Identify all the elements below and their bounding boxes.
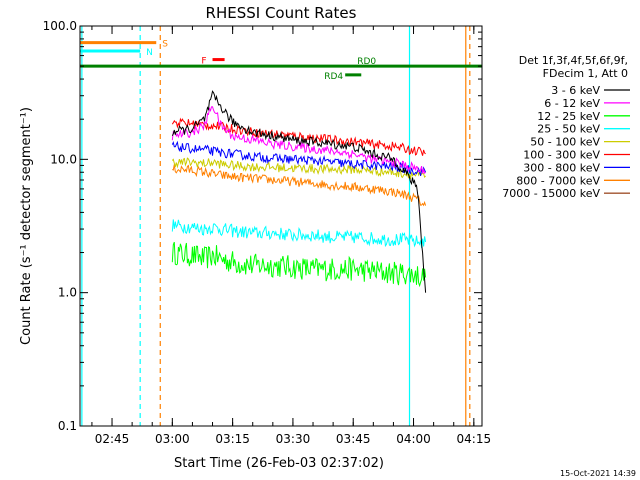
- vertical-markers: [81, 26, 471, 426]
- footer-timestamp: 15-Oct-2021 14:39: [560, 469, 636, 478]
- y-tick-label-2: 10.0: [50, 152, 77, 166]
- x-axis-label: Start Time (26-Feb-03 02:37:02): [174, 456, 384, 471]
- annotation-label-3: RD0: [357, 57, 376, 67]
- legend-label-0: 3 - 6 keV: [551, 84, 600, 97]
- annotation-label-2: F: [201, 57, 206, 67]
- series-line-1: [171, 106, 426, 175]
- y-axis-label: Count Rate (s⁻¹ detector segment⁻¹): [19, 107, 34, 345]
- annotation-label-4: RD4: [324, 72, 343, 82]
- y-tick-label-3: 100.0: [43, 19, 77, 33]
- x-tick-label-0: 02:45: [95, 432, 130, 446]
- legend-header-line-2: FDecim 1, Att 0: [543, 67, 628, 80]
- series-line-6: [171, 140, 427, 177]
- legend-header-line-1: Det 1f,3f,4f,5f,6f,9f,: [519, 54, 628, 67]
- y-tick-label-0: 0.1: [58, 419, 77, 433]
- x-tick-label-1: 03:00: [155, 432, 190, 446]
- legend-label-3: 25 - 50 keV: [537, 123, 600, 136]
- axes: 02:45 03:00 03:15 03:30 03:45 04:00 04:15 0.1 1.…: [43, 19, 491, 446]
- legend-label-4: 50 - 100 keV: [530, 136, 600, 149]
- x-tick-label-2: 03:15: [215, 432, 250, 446]
- x-tick-label-5: 04:00: [396, 432, 431, 446]
- legend-label-8: 7000 - 15000 keV: [502, 187, 600, 200]
- legend-label-2: 12 - 25 keV: [537, 110, 600, 123]
- annotation-label-0: S: [162, 40, 168, 50]
- series-line-0: [171, 90, 427, 293]
- x-tick-label-3: 03:30: [276, 432, 311, 446]
- plot-frame: [79, 25, 483, 427]
- series-line-2: [171, 241, 427, 288]
- chart-title: RHESSI Count Rates: [206, 4, 357, 22]
- annotations: SN F RD0 RD4: [79, 40, 482, 82]
- legend-label-5: 100 - 300 keV: [523, 149, 600, 162]
- x-tick-label-4: 03:45: [336, 432, 371, 446]
- legend-label-6: 300 - 800 keV: [523, 161, 600, 174]
- series-line-7: [172, 164, 427, 207]
- series-lines: [171, 90, 427, 293]
- annotation-label-1: N: [146, 48, 153, 58]
- legend-label-7: 800 - 7000 keV: [516, 174, 600, 187]
- x-tick-label-6: 04:15: [457, 432, 492, 446]
- series-line-4: [171, 157, 426, 180]
- y-tick-label-1: 1.0: [58, 286, 77, 300]
- legend: Det 1f,3f,4f,5f,6f,9f,FDecim 1, Att 0 3 -…: [502, 54, 630, 200]
- legend-label-1: 6 - 12 keV: [544, 97, 600, 110]
- series-line-5: [171, 117, 426, 156]
- series-line-3: [171, 219, 427, 248]
